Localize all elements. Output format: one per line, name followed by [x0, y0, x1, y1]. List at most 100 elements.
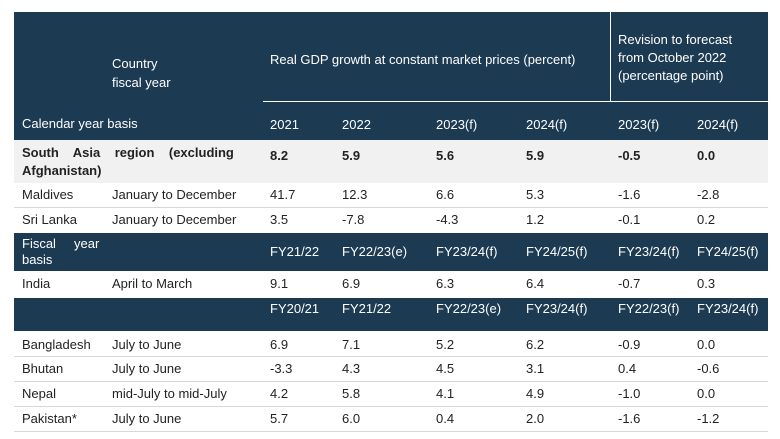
- fiscal-year: January to December: [112, 212, 237, 227]
- region-2024f: 5.9: [526, 148, 545, 163]
- value-cell: 6.2: [526, 337, 545, 352]
- value-cell: 3.5: [270, 212, 289, 227]
- fy2-rev-col-1: FY22/23(f): [618, 301, 680, 316]
- header-rule-revision: [611, 101, 768, 102]
- row-divider: [14, 431, 768, 432]
- value-cell: 5.8: [342, 386, 361, 401]
- country-header: Country fiscal year: [112, 56, 171, 91]
- value-cell: 5.7: [270, 411, 289, 426]
- value-cell: 4.5: [436, 361, 455, 376]
- value-cell: -3.3: [270, 361, 293, 376]
- fy-col-4: FY24/25(f): [526, 244, 588, 259]
- row-divider: [14, 381, 768, 382]
- revision-cell: -0.6: [697, 361, 720, 376]
- value-cell: 2.0: [526, 411, 545, 426]
- region-name: South Asia region (excluding Afghanistan…: [22, 145, 234, 179]
- revision-cell: -1.6: [618, 411, 641, 426]
- value-cell: -4.3: [436, 212, 459, 227]
- revision-title-line2: from October 2022: [618, 50, 727, 65]
- revision-cell: -2.8: [697, 187, 720, 202]
- value-cell: 4.1: [436, 386, 455, 401]
- country-name: Bhutan: [22, 361, 64, 376]
- year-2022: 2022: [342, 117, 371, 132]
- year-2023f: 2023(f): [436, 117, 478, 132]
- revision-cell: -0.7: [618, 276, 641, 291]
- value-cell: 1.2: [526, 212, 545, 227]
- value-cell: 6.9: [270, 337, 289, 352]
- year-2021: 2021: [270, 117, 299, 132]
- value-cell: 6.9: [342, 276, 361, 291]
- value-cell: 9.1: [270, 276, 289, 291]
- country-name: Sri Lanka: [22, 212, 77, 227]
- fy2-col-3: FY22/23(e): [436, 301, 502, 316]
- country-header-line2: fiscal year: [112, 75, 171, 90]
- fiscal-year: July to June: [112, 361, 182, 376]
- fy2-col-4: FY23/24(f): [526, 301, 588, 316]
- table-row: Maldives January to December 41.7 12.3 6…: [14, 183, 768, 207]
- revision-cell: -0.1: [618, 212, 641, 227]
- rev-year-2023f: 2023(f): [618, 117, 660, 132]
- value-cell: 4.2: [270, 386, 289, 401]
- year-2024f: 2024(f): [526, 117, 568, 132]
- value-cell: 12.3: [342, 187, 368, 202]
- revision-cell: 0.3: [697, 276, 716, 291]
- revision-title-line3: (percentage point): [618, 68, 724, 83]
- row-divider: [14, 406, 768, 407]
- value-cell: 4.9: [526, 386, 545, 401]
- fy-col-1: FY21/22: [270, 244, 320, 259]
- fy-col-3: FY23/24(f): [436, 244, 498, 259]
- revision-title-line1: Revision to forecast: [618, 32, 733, 47]
- revision-cell: -0.9: [618, 337, 641, 352]
- fiscal-basis-header-2: FY20/21 FY21/22 FY22/23(e) FY23/24(f) FY…: [14, 298, 768, 331]
- revision-cell: 0.4: [618, 361, 637, 376]
- value-cell: 6.4: [526, 276, 545, 291]
- region-name-line2: Afghanistan): [22, 163, 102, 178]
- table-row: India April to March 9.1 6.9 6.3 6.4 -0.…: [14, 271, 768, 297]
- value-cell: -7.8: [342, 212, 365, 227]
- fiscal-year: January to December: [112, 187, 237, 202]
- value-cell: 7.1: [342, 337, 361, 352]
- fy2-col-2: FY21/22: [342, 301, 392, 316]
- value-cell: 6.6: [436, 187, 455, 202]
- region-name-line1: South Asia region (excluding: [22, 145, 234, 160]
- country-name: India: [22, 276, 51, 291]
- calendar-basis-label: Calendar year basis: [22, 116, 138, 131]
- fiscal-year: July to June: [112, 337, 182, 352]
- region-2023f: 5.6: [436, 148, 455, 163]
- fiscal-year: April to March: [112, 276, 193, 291]
- header-divider: [610, 12, 611, 102]
- table-row-region: South Asia region (excluding Afghanistan…: [14, 140, 768, 183]
- region-2022: 5.9: [342, 148, 361, 163]
- table-row: Nepal mid-July to mid-July 4.2 5.8 4.1 4…: [14, 382, 768, 406]
- country-name: Maldives: [22, 187, 74, 202]
- revision-cell: 0.0: [697, 337, 716, 352]
- revision-cell: 0.0: [697, 386, 716, 401]
- revision-cell: 0.2: [697, 212, 716, 227]
- row-divider: [14, 356, 768, 357]
- region-rev-2024f: 0.0: [697, 148, 716, 163]
- value-cell: 6.3: [436, 276, 455, 291]
- fy2-col-1: FY20/21: [270, 301, 320, 316]
- fy-rev-col-1: FY23/24(f): [618, 244, 680, 259]
- country-name: Nepal: [22, 386, 56, 401]
- country-name: Bangladesh: [22, 337, 91, 352]
- value-cell: 5.2: [436, 337, 455, 352]
- value-cell: 5.3: [526, 187, 545, 202]
- value-cell: 3.1: [526, 361, 545, 376]
- row-divider: [14, 207, 768, 208]
- value-cell: 41.7: [270, 187, 296, 202]
- table-row: Pakistan* July to June 5.7 6.0 0.4 2.0 -…: [14, 407, 768, 431]
- gdp-title: Real GDP growth at constant market price…: [270, 52, 576, 67]
- fiscal-year: July to June: [112, 411, 182, 426]
- value-cell: 0.4: [436, 411, 455, 426]
- region-rev-2023f: -0.5: [618, 148, 641, 163]
- fy-col-2: FY22/23(e): [342, 244, 408, 259]
- fiscal-basis-line1: Fiscal year: [22, 236, 100, 251]
- fiscal-basis-line2: basis: [22, 252, 53, 267]
- region-2021: 8.2: [270, 148, 289, 163]
- table-row: Sri Lanka January to December 3.5 -7.8 -…: [14, 208, 768, 232]
- country-name: Pakistan*: [22, 411, 77, 426]
- fy-rev-col-2: FY24/25(f): [697, 244, 759, 259]
- revision-cell: -1.0: [618, 386, 641, 401]
- value-cell: 4.3: [342, 361, 361, 376]
